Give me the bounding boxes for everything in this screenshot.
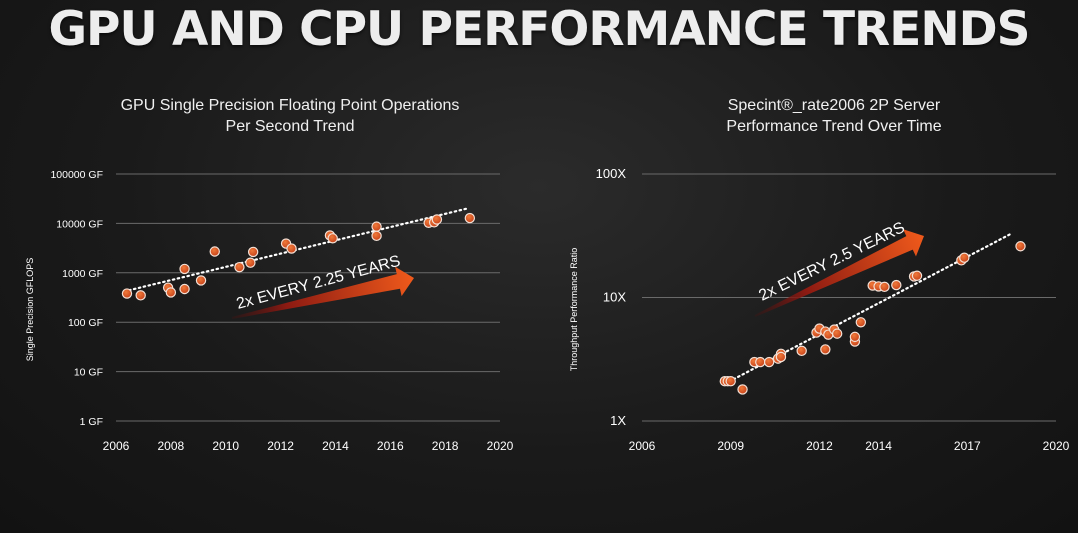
gpu-y-tick-label: 10 GF xyxy=(74,367,103,379)
cpu-chart-title: Specint®_rate2006 2P Server Performance … xyxy=(634,95,1034,137)
gpu-data-point xyxy=(371,230,382,242)
cpu-data-point xyxy=(891,279,902,291)
cpu-x-tick-label: 2009 xyxy=(717,439,744,453)
cpu-y-tick-label: 10X xyxy=(603,290,626,305)
cpu-chart: 1X 10X 100X 2006 2009 2012 2014 2017 2020 Through… xyxy=(569,166,1070,453)
cpu-data-point xyxy=(959,252,970,263)
gpu-y-tick-label: 1 GF xyxy=(80,416,103,428)
cpu-x-tick-label: 2017 xyxy=(954,439,981,453)
cpu-x-tick-label: 2020 xyxy=(1043,439,1070,453)
gpu-x-tick-label: 2018 xyxy=(432,439,459,453)
cpu-data-point xyxy=(1015,241,1026,252)
gpu-data-point xyxy=(327,233,338,244)
cpu-y-axis-title: Throughput Performance Ratio xyxy=(569,248,579,372)
gpu-x-tick-label: 2016 xyxy=(377,439,404,453)
cpu-data-point xyxy=(763,356,775,368)
cpu-data-point xyxy=(911,270,923,281)
gpu-x-tick-label: 2014 xyxy=(322,439,349,453)
gpu-y-tick-label: 100000 GF xyxy=(50,169,103,181)
gpu-chart-title: GPU Single Precision Floating Point Oper… xyxy=(90,95,490,137)
cpu-y-tick-label: 1X xyxy=(610,413,626,428)
gpu-x-tick-label: 2012 xyxy=(267,439,294,453)
cpu-chart-title-line2: Performance Trend Over Time xyxy=(726,118,942,135)
gpu-data-point xyxy=(165,287,177,298)
cpu-data-point xyxy=(737,384,748,395)
gpu-data-point xyxy=(209,246,220,257)
gpu-data-point xyxy=(135,290,146,301)
gpu-chart-title-line2: Per Second Trend xyxy=(225,118,355,135)
gpu-y-tick-label: 100 GF xyxy=(68,317,103,329)
gpu-x-tick-label: 2010 xyxy=(212,439,239,453)
gpu-data-point xyxy=(247,246,259,258)
cpu-data-point xyxy=(775,351,787,363)
gpu-x-tick-label: 2008 xyxy=(158,439,185,453)
gpu-y-tick-label: 10000 GF xyxy=(56,218,103,230)
cpu-y-tick-label: 100X xyxy=(596,166,627,181)
cpu-data-point xyxy=(725,376,736,387)
cpu-data-point xyxy=(755,356,766,368)
gpu-data-point xyxy=(431,214,443,225)
cpu-data-point xyxy=(879,281,890,293)
cpu-data-point xyxy=(831,328,843,339)
gpu-y-axis-title: Single Precision GFLOPS xyxy=(25,258,35,362)
gpu-chart-title-line1: GPU Single Precision Floating Point Oper… xyxy=(120,97,460,114)
gpu-y-tick-label: 1000 GF xyxy=(62,268,103,280)
cpu-x-tick-label: 2014 xyxy=(865,439,892,453)
gpu-chart: 1 GF 10 GF 100 GF 1000 GF 10000 GF 100000 GF 2… xyxy=(25,169,514,453)
gpu-data-point xyxy=(464,212,476,224)
gpu-data-point xyxy=(245,257,256,268)
cpu-x-tick-label: 2012 xyxy=(806,439,833,453)
gpu-data-point xyxy=(195,275,207,286)
gpu-x-tick-label: 2020 xyxy=(487,439,514,453)
cpu-trend-arrow xyxy=(754,229,924,317)
slide-title: GPU AND CPU PERFORMANCE TRENDS xyxy=(48,2,1030,57)
gpu-x-tick-label: 2006 xyxy=(103,439,130,453)
cpu-x-tick-label: 2006 xyxy=(629,439,656,453)
cpu-data-point xyxy=(849,331,861,343)
gpu-data-point xyxy=(121,288,133,299)
cpu-data-point xyxy=(855,317,867,328)
cpu-data-point xyxy=(820,344,831,355)
gpu-data-point xyxy=(179,263,190,275)
gpu-data-point xyxy=(371,221,382,232)
cpu-data-point xyxy=(796,345,807,357)
gpu-trend-arrow xyxy=(231,266,414,319)
gpu-data-point xyxy=(286,243,297,254)
gpu-data-point xyxy=(179,283,190,295)
gpu-data-point xyxy=(234,261,245,273)
cpu-chart-title-line1: Specint®_rate2006 2P Server xyxy=(727,97,941,114)
